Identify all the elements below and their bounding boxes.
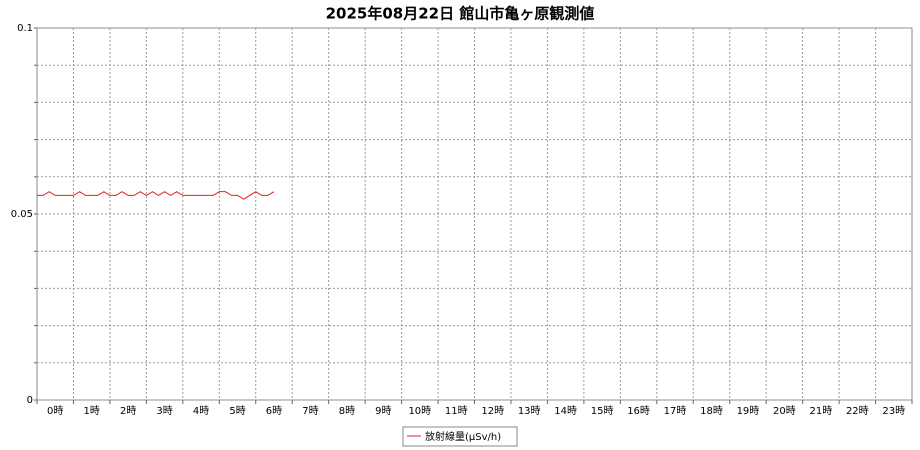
x-tick-label: 14時: [554, 405, 577, 417]
x-tick-label: 1時: [84, 405, 100, 417]
y-tick-label: 0.1: [17, 23, 33, 34]
x-tick-label: 22時: [846, 405, 869, 417]
x-tick-label: 11時: [445, 405, 468, 417]
legend-label: 放射線量(μSv/h): [425, 430, 501, 443]
x-tick-label: 20時: [773, 405, 796, 417]
x-tick-label: 17時: [664, 405, 687, 417]
y-tick-label: 0.05: [11, 209, 33, 220]
x-tick-label: 23時: [882, 405, 905, 417]
x-tick-label: 10時: [408, 405, 431, 417]
x-tick-label: 21時: [809, 405, 832, 417]
y-tick-label: 0: [27, 395, 33, 406]
x-tick-label: 5時: [229, 405, 245, 417]
x-tick-label: 6時: [266, 405, 282, 417]
data-line: [37, 191, 275, 200]
x-tick-label: 19時: [737, 405, 760, 417]
x-tick-label: 12時: [481, 405, 504, 417]
x-tick-label: 15時: [591, 405, 614, 417]
x-tick-label: 0時: [47, 405, 63, 417]
x-tick-label: 13時: [518, 405, 541, 417]
x-tick-label: 4時: [193, 405, 209, 417]
x-tick-label: 16時: [627, 405, 650, 417]
legend-box: [402, 426, 518, 447]
x-tick-label: 8時: [339, 405, 355, 417]
x-tick-label: 2時: [120, 405, 136, 417]
x-tick-label: 3時: [156, 405, 172, 417]
x-tick-label: 7時: [302, 405, 318, 417]
x-tick-label: 9時: [375, 405, 391, 417]
x-tick-label: 18時: [700, 405, 723, 417]
chart-title: 2025年08月22日 館山市亀ヶ原観測値: [326, 5, 595, 23]
